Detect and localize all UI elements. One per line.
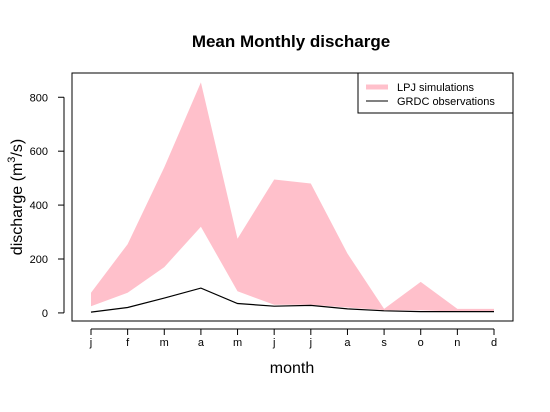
x-tick-label: j [272,337,275,349]
legend-label-observations: GRDC observations [397,96,495,108]
y-tick-label: 200 [30,254,48,266]
y-tick-label: 800 [30,92,48,104]
simulation-band [91,82,494,312]
x-tick-label: j [89,337,92,349]
y-axis-label-superscript: 3 [6,157,18,163]
observation-line-group [90,287,494,313]
x-tick-label: s [381,337,387,349]
legend: LPJ simulations GRDC observations [357,72,514,114]
y-tick-label: 400 [30,200,48,212]
x-tick-label: a [344,337,351,349]
x-tick-label: d [491,337,497,349]
x-tick-label: m [233,337,242,349]
legend-label-simulations: LPJ simulations [397,82,475,94]
x-tick-label: a [198,337,205,349]
simulation-band-group [91,82,494,312]
x-tick-label: j [309,337,312,349]
y-axis-label-main: discharge (m [9,163,26,255]
plot-frame [71,72,514,322]
x-tick-label: f [126,337,130,349]
y-axis: 0 200 400 600 800 [30,92,65,320]
chart-title: Mean Monthly discharge [192,32,390,51]
y-axis-label-end: /s) [9,139,26,157]
legend-box [357,72,514,114]
y-axis-label: discharge (m3/s) [6,139,26,255]
y-tick-label: 600 [30,146,48,158]
y-tick-label: 0 [42,308,48,320]
x-tick-label: n [454,337,460,349]
observation-line [90,287,494,313]
x-tick-label: m [160,337,169,349]
x-tick-label: o [418,337,424,349]
x-axis-label: month [270,360,314,377]
